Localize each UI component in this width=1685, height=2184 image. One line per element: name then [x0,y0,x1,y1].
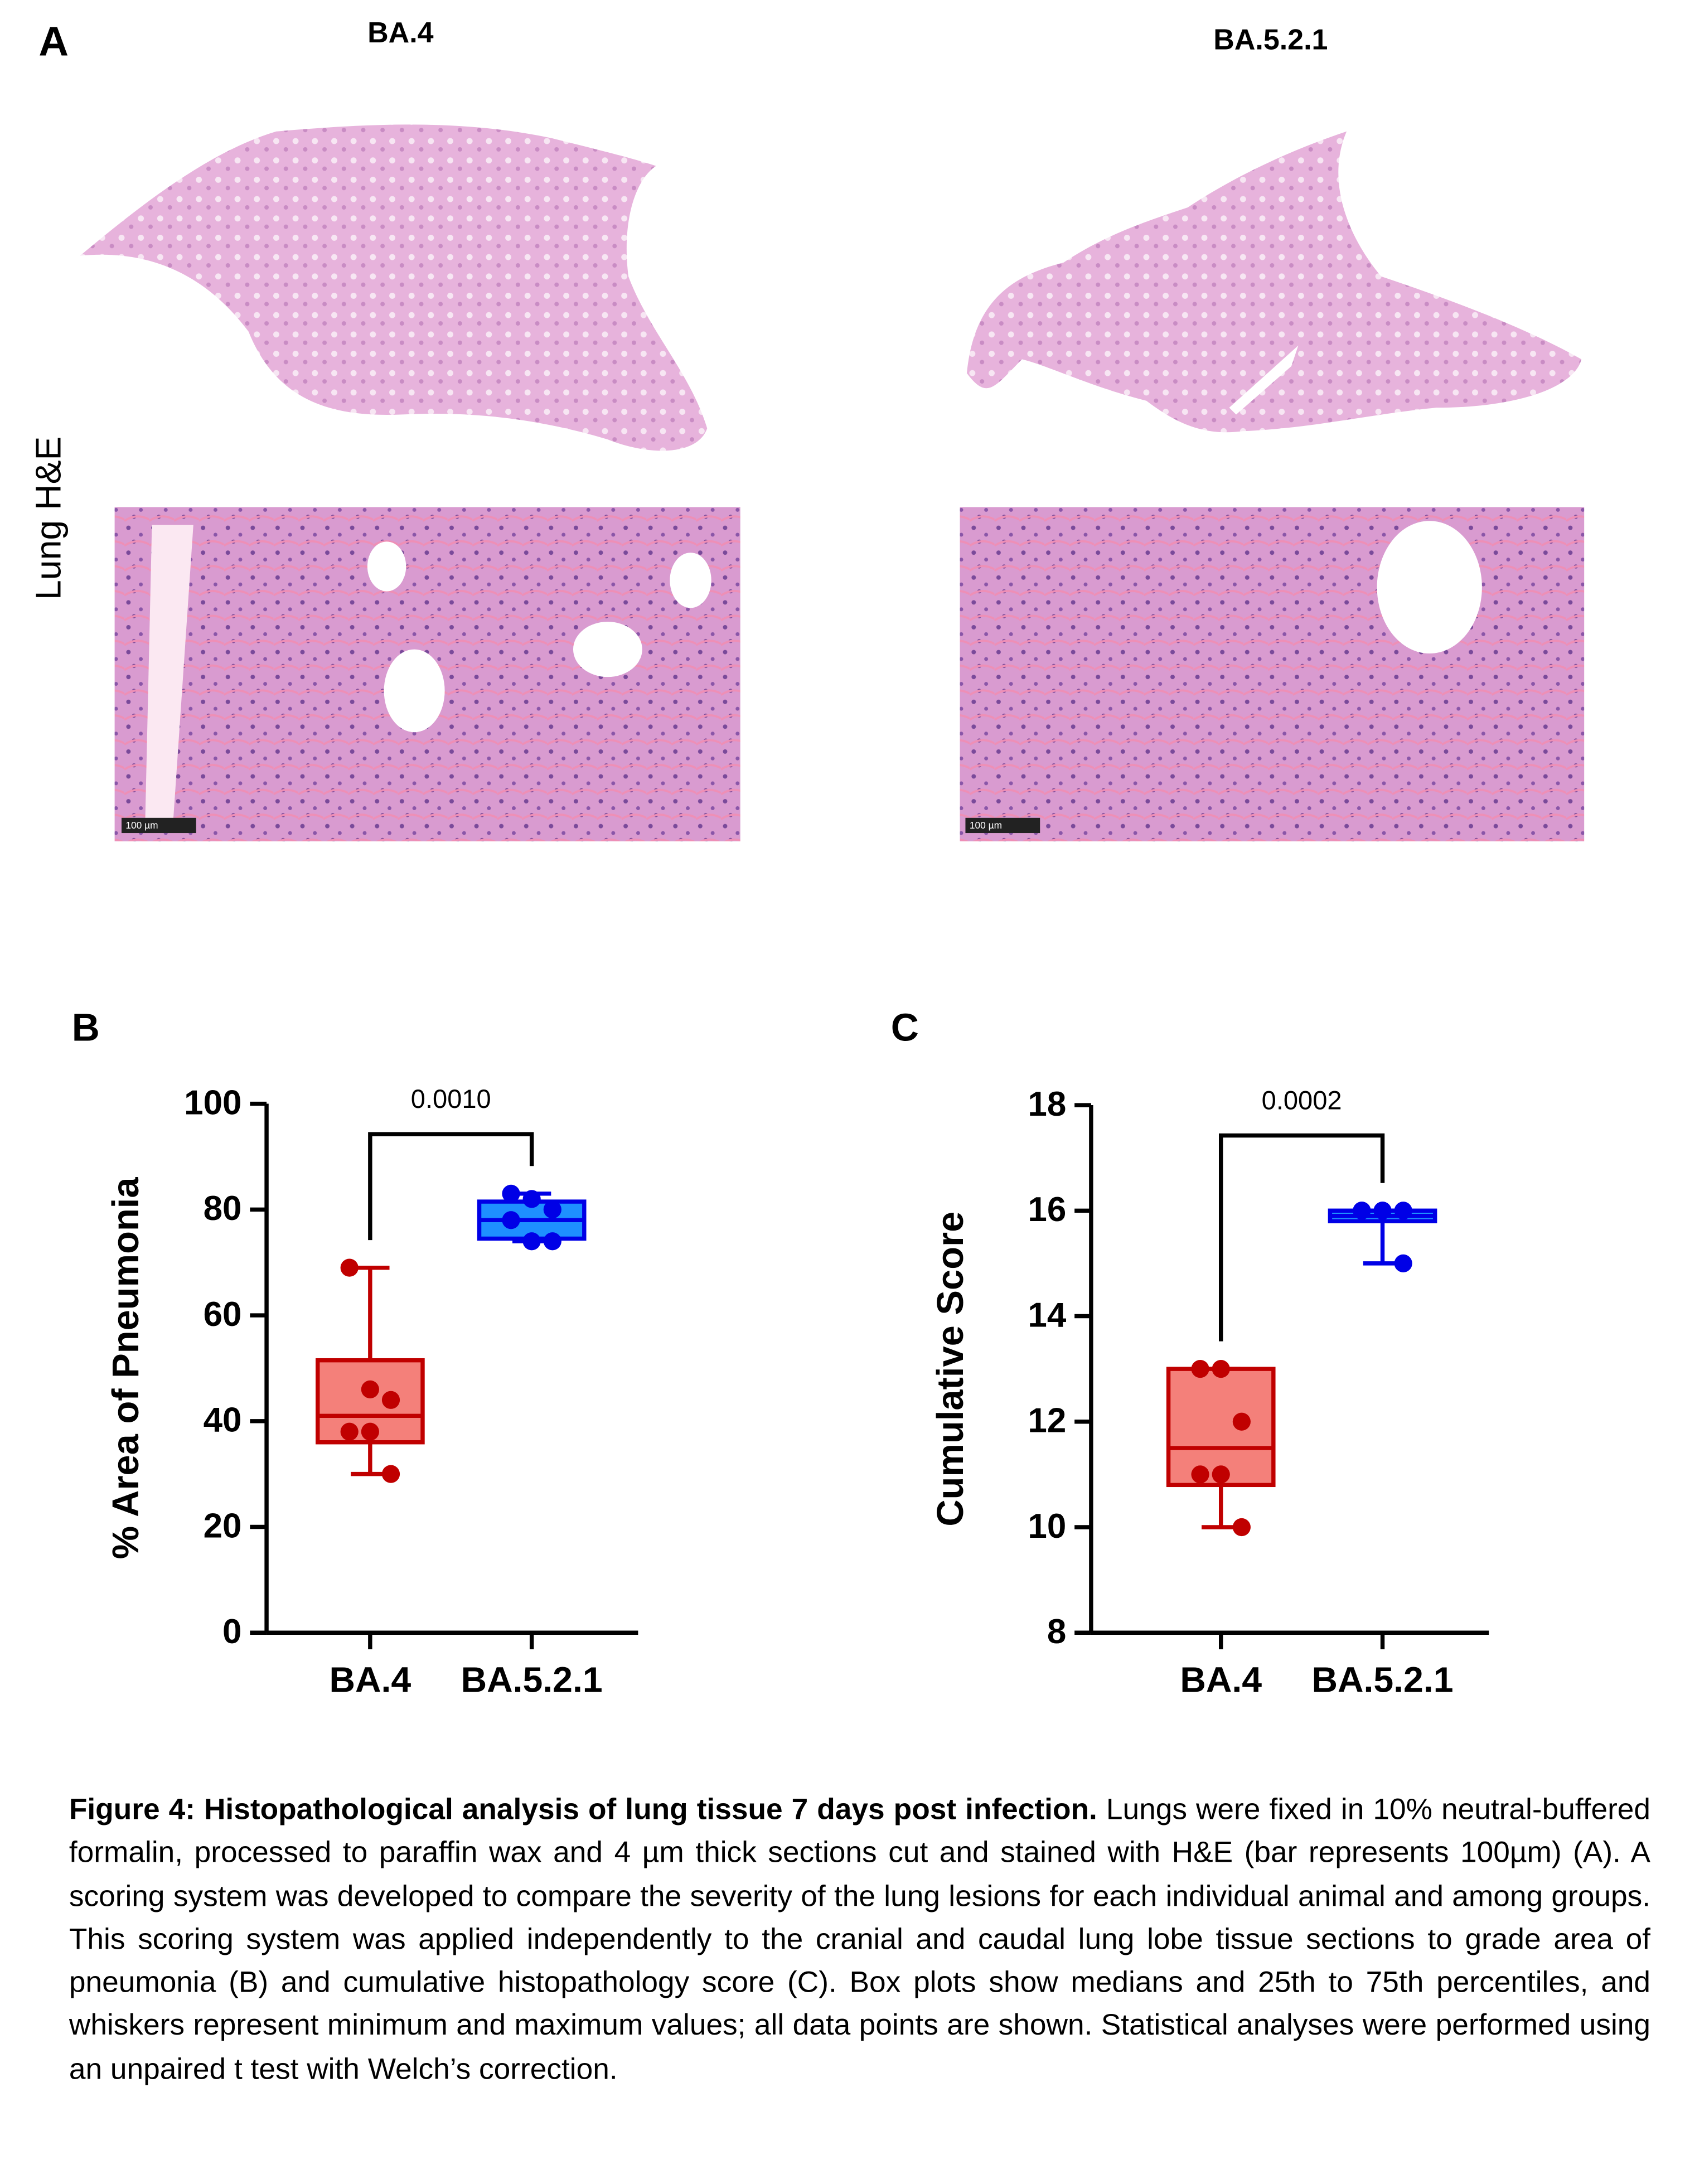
data-point [502,1211,520,1229]
column-label: BA.5.2.1 [1213,23,1328,56]
x-tick-label: BA.4 [329,1659,411,1699]
caption: Figure 4: Histopathological analysis of … [69,1789,1650,2091]
scale-bar-label: 100 µm [125,820,158,831]
scale-bar [121,817,196,834]
data-point [1232,1412,1251,1431]
data-point [1191,1360,1209,1378]
y-tick-label: 20 [204,1507,242,1545]
y-tick-label: 60 [204,1295,242,1334]
y-axis-label: % Area of Pneumonia [105,1177,147,1560]
column-label: BA.4 [367,17,434,49]
data-point [522,1190,541,1208]
alveolus [670,553,711,608]
significance-bracket [368,1132,534,1241]
data-point [1191,1465,1209,1484]
caption-body: Lungs were fixed in 10% neutral-buffered… [69,1793,1651,2086]
panel-label: C [891,1006,919,1049]
alveolus [384,649,445,733]
panel-label: B [72,1006,100,1049]
y-tick-label: 8 [1047,1612,1066,1651]
row-label: Lung H&E [28,437,69,601]
caption-text: Figure 4: Histopathological analysis of … [69,1789,1650,2091]
significance-bracket [1218,1133,1385,1342]
data-point [543,1200,561,1219]
data-point [1212,1465,1230,1484]
alveolus [367,541,406,592]
data-point [1212,1360,1230,1378]
panel-label: A [38,18,69,64]
y-tick-label: 16 [1028,1190,1066,1229]
y-tick-label: 12 [1028,1402,1066,1440]
airway [1229,345,1299,415]
data-point [543,1232,561,1251]
y-tick-label: 80 [204,1189,242,1228]
data-point [522,1232,541,1251]
data-point [361,1422,379,1441]
data-point [381,1391,400,1409]
p-value: 0.0002 [1262,1086,1342,1115]
data-point [1353,1202,1371,1220]
y-tick-label: 10 [1028,1507,1066,1546]
data-point [1394,1202,1412,1220]
y-tick-label: 18 [1028,1085,1066,1124]
y-tick-label: 14 [1028,1296,1066,1334]
vessel [145,525,193,829]
y-tick-label: 0 [222,1612,241,1651]
data-point [361,1380,379,1398]
data-point [1373,1202,1392,1220]
x-tick-label: BA.5.2.1 [461,1659,603,1699]
scale-bar-label: 100 µm [970,820,1002,831]
y-tick-label: 40 [204,1401,242,1440]
caption-title: Figure 4: Histopathological analysis of … [69,1793,1097,1827]
data-point [1232,1518,1251,1537]
data-point [502,1184,520,1203]
micrograph [960,507,1585,841]
lung-section [80,124,708,451]
y-axis-label: Cumulative Score [929,1212,971,1527]
scale-bar [965,817,1040,834]
data-point [381,1465,400,1483]
p-value: 0.0010 [411,1084,491,1113]
alveolus [573,622,642,677]
x-tick-label: BA.5.2.1 [1311,1659,1453,1699]
data-point [340,1422,359,1441]
x-tick-label: BA.4 [1180,1659,1262,1699]
data-point [1394,1254,1412,1273]
y-tick-label: 100 [184,1083,241,1122]
airway [1377,521,1482,654]
data-point [340,1258,359,1277]
lung-section [966,131,1582,433]
